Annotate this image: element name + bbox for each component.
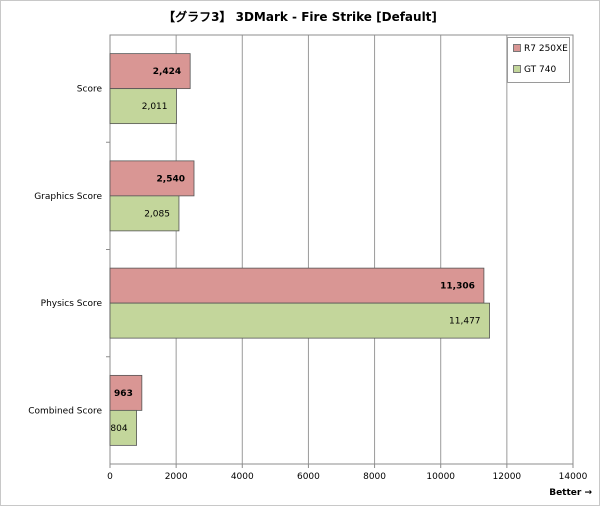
bar	[109, 409, 137, 446]
legend-item-gt-740: GT 740	[513, 64, 556, 76]
legend-item-r7-250xe: R7 250XE	[513, 43, 568, 55]
data-label: 2,540	[157, 174, 185, 184]
bar	[109, 267, 485, 304]
x-tick-label: 14000	[559, 472, 588, 482]
bar	[109, 195, 180, 232]
chart-title: 【グラフ3】 3DMark - Fire Strike [Default]	[163, 10, 437, 24]
x-tick-label: 8000	[363, 472, 386, 482]
better-note: Better →	[549, 488, 592, 498]
data-label: 2,424	[153, 67, 181, 77]
legend-swatch-gt-740	[513, 64, 521, 73]
data-label: 963	[114, 389, 133, 399]
bar	[109, 160, 195, 197]
legend-label-r7-250xe: R7 250XE	[524, 44, 568, 54]
data-label: 11,477	[449, 317, 481, 327]
data-label: 2,085	[144, 209, 170, 219]
legend-swatch-r7-250xe	[513, 43, 521, 52]
x-tick-label: 10000	[426, 472, 455, 482]
x-tick-label: 6000	[297, 472, 320, 482]
bar	[109, 302, 490, 339]
category-label: Score	[77, 85, 103, 95]
data-label: 804	[110, 424, 127, 434]
x-tick-label: 12000	[493, 472, 522, 482]
data-label: 11,306	[440, 282, 475, 292]
x-tick-label: 0	[107, 472, 113, 482]
bar	[109, 88, 177, 125]
category-label: Physics Score	[41, 299, 103, 309]
data-label: 2,011	[142, 102, 168, 112]
bar	[109, 374, 143, 411]
category-label: Graphics Score	[34, 192, 102, 202]
chart-legend: R7 250XE GT 740	[507, 37, 570, 83]
category-label: Combined Score	[28, 406, 102, 416]
x-tick-label: 4000	[231, 472, 254, 482]
bar	[109, 53, 191, 90]
legend-label-gt-740: GT 740	[524, 65, 557, 75]
x-tick-label: 2000	[165, 472, 188, 482]
plot-border	[109, 34, 574, 465]
